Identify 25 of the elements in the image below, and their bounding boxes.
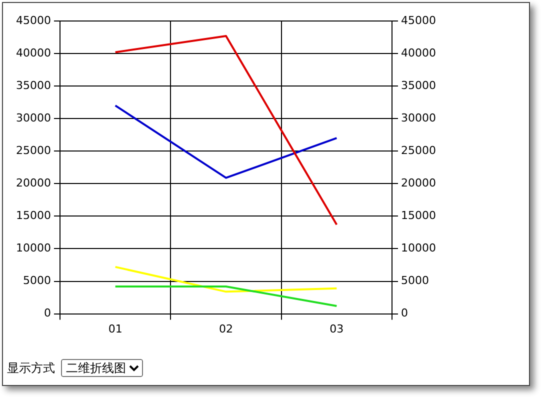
y2-tick-label: 35000 xyxy=(401,78,436,92)
y2-tick-label: 45000 xyxy=(401,14,436,27)
y2-tick-label: 5000 xyxy=(401,274,430,288)
y-tick-label: 20000 xyxy=(16,176,51,190)
y-tick-label: 15000 xyxy=(16,209,51,222)
y2-tick-label: 15000 xyxy=(401,209,436,222)
dropdown-field: 二维折线图 xyxy=(61,359,143,377)
y-tick-label: 30000 xyxy=(16,111,51,124)
y-tick-label: 0 xyxy=(44,306,51,320)
y2-tick-label: 10000 xyxy=(401,242,436,255)
y-tick-label: 45000 xyxy=(16,14,51,27)
y-tick-label: 35000 xyxy=(16,78,51,92)
y2-tick-label: 40000 xyxy=(401,46,436,60)
y2-tick-label: 30000 xyxy=(401,111,436,124)
y-tick-label: 40000 xyxy=(16,46,51,60)
y2-tick-label: 25000 xyxy=(401,144,436,157)
y-tick-label: 5000 xyxy=(22,274,51,288)
y2-tick-label: 20000 xyxy=(401,176,436,190)
y-tick-label: 10000 xyxy=(16,242,51,255)
x-tick-label: 01 xyxy=(108,322,122,336)
x-tick-label: 03 xyxy=(330,322,344,336)
y2-tick-label: 0 xyxy=(401,306,408,320)
text: 显示方式 xyxy=(7,360,55,376)
y-tick-label: 25000 xyxy=(16,144,51,157)
x-tick-label: 02 xyxy=(219,322,233,336)
